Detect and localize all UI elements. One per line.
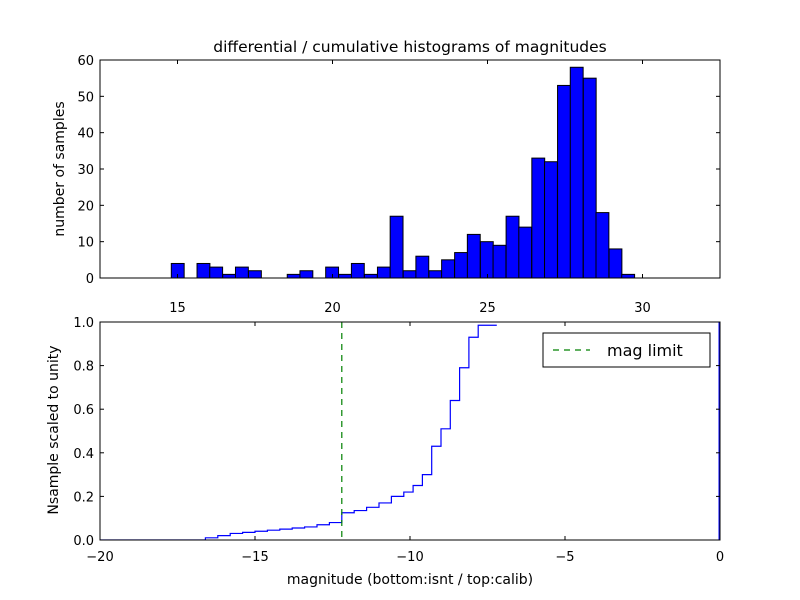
histogram-bar — [299, 270, 314, 279]
bottom-y-tick-label: 0.8 — [73, 360, 94, 375]
top-x-tick-label: 30 — [634, 301, 651, 316]
bottom-x-tick-label: −10 — [396, 550, 423, 565]
histogram-bar — [196, 262, 211, 279]
histogram-bar — [531, 157, 546, 279]
histogram-bar — [544, 161, 558, 279]
bottom-y-tick-label: 0.6 — [73, 403, 94, 418]
cumulative-step-line — [100, 324, 497, 540]
histogram-bar — [286, 273, 301, 279]
bottom-x-tick-label: −20 — [86, 550, 113, 565]
top-histogram-panel: 0 10 20 30 40 50 60 15 20 25 30 — [77, 54, 721, 316]
top-x-tick-label: 20 — [324, 301, 341, 316]
bottom-y-tick-label: 0.0 — [73, 534, 94, 549]
histogram-bar — [350, 262, 365, 279]
top-x-tick-label: 15 — [169, 301, 186, 316]
histogram-bar — [209, 266, 224, 279]
bottom-y-tick-label: 0.2 — [73, 490, 94, 505]
bottom-x-axis-label: magnitude (bottom:isnt / top:calib) — [287, 572, 533, 588]
histogram-bar — [234, 266, 249, 279]
histogram-bar — [389, 215, 404, 279]
histogram-bar — [492, 244, 507, 279]
histogram-bar — [557, 84, 571, 279]
histogram-bar — [454, 252, 469, 279]
bottom-x-tick-label: −15 — [241, 550, 268, 565]
histogram-bar — [582, 77, 597, 279]
histogram-bar — [479, 241, 494, 279]
histogram-bar — [376, 266, 391, 279]
histogram-bar — [466, 233, 481, 279]
histogram-bar — [247, 270, 262, 279]
top-y-tick-label: 0 — [86, 272, 94, 287]
bottom-x-tick-label: −5 — [555, 550, 574, 565]
histogram-bar — [621, 273, 636, 279]
histogram-bar — [428, 270, 443, 279]
histogram-bar — [569, 66, 584, 279]
histogram-bar — [441, 259, 455, 279]
top-y-tick-label: 40 — [77, 127, 94, 142]
top-y-tick-label: 10 — [77, 236, 94, 251]
top-y-tick-label: 60 — [77, 54, 94, 69]
histogram-bar — [338, 273, 353, 279]
histogram-bar — [505, 215, 520, 279]
bottom-y-tick-label: 0.4 — [73, 447, 94, 462]
legend-label-mag-limit: mag limit — [607, 341, 683, 360]
histogram-bar — [222, 273, 237, 279]
histogram-bar — [402, 270, 417, 279]
bottom-y-axis-label: Nsample scaled to unity — [46, 345, 62, 514]
top-y-tick-label: 30 — [77, 163, 94, 178]
histogram-bar — [595, 212, 610, 279]
top-y-tick-label: 20 — [77, 199, 94, 214]
legend-box — [542, 332, 711, 368]
bottom-x-tick-label: 0 — [716, 550, 724, 565]
histogram-bar — [415, 255, 430, 279]
histogram-bar — [518, 226, 533, 279]
legend: mag limit — [542, 332, 711, 368]
top-chart-title: differential / cumulative histograms of … — [213, 38, 606, 56]
bottom-cumulative-panel: 0.0 0.2 0.4 0.6 0.8 1.0 −20 −15 −10 −5 0 — [73, 316, 724, 565]
top-y-tick-label: 50 — [77, 90, 94, 105]
histogram-bar — [363, 273, 378, 279]
top-y-axis-label: number of samples — [52, 101, 68, 236]
bottom-y-tick-label: 1.0 — [73, 316, 94, 331]
histogram-bar — [608, 248, 623, 279]
top-x-tick-label: 25 — [479, 301, 496, 316]
